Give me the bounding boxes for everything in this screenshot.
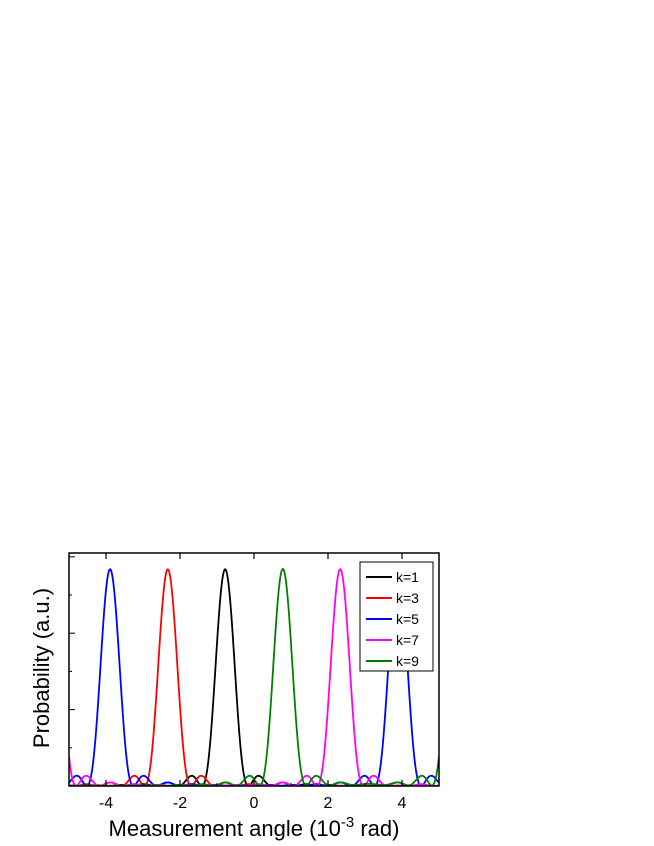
x-tick-label: -4 [99, 795, 113, 812]
x-axis-title-unit: rad) [354, 816, 399, 841]
x-tick-label: 4 [398, 795, 407, 812]
legend-label-k-7: k=7 [396, 632, 419, 648]
x-tick-label: 0 [250, 795, 259, 812]
x-axis-title: Measurement angle (10-3 rad) [109, 814, 400, 841]
x-tick-labels: -4 -2 0 2 4 [99, 795, 407, 812]
legend-label-k-1: k=1 [396, 569, 419, 585]
legend-label-k-9: k=9 [396, 653, 419, 669]
legend-label-k-3: k=3 [396, 590, 419, 606]
tick-layer [68, 553, 440, 786]
legend: k=1 k=3 k=5 k=7 k=9 [359, 561, 434, 672]
x-tick-label: -2 [173, 795, 187, 812]
legend-box [359, 561, 434, 672]
x-axis-title-exponent: -3 [341, 814, 354, 831]
x-axis-title-main: Measurement angle (10 [109, 816, 341, 841]
x-tick-label: 2 [324, 795, 333, 812]
y-axis-title: Probability (a.u.) [29, 588, 54, 748]
legend-label-k-5: k=5 [396, 611, 419, 627]
